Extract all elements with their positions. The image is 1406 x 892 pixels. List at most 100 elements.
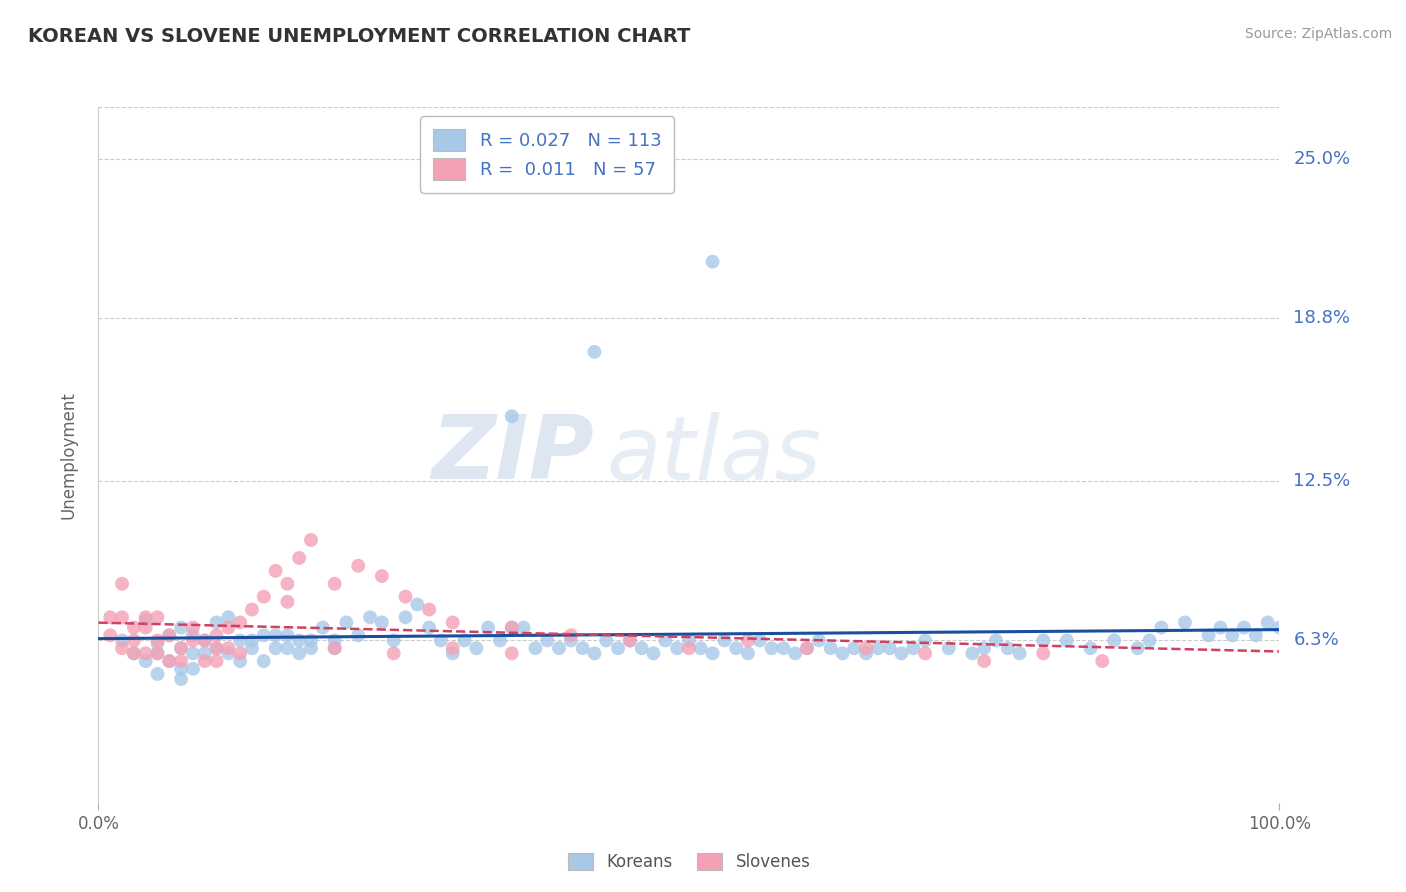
Point <box>111 633 134 648</box>
Point <box>229 615 252 630</box>
Point <box>135 621 157 635</box>
Point <box>501 409 523 424</box>
Point <box>135 610 157 624</box>
Point <box>347 558 370 573</box>
Text: 25.0%: 25.0% <box>1294 150 1351 168</box>
Point <box>1008 646 1031 660</box>
Point <box>678 641 700 656</box>
Point <box>382 646 405 660</box>
Legend: Koreans, Slovenes: Koreans, Slovenes <box>561 847 817 878</box>
Point <box>394 610 416 624</box>
Point <box>418 621 440 635</box>
Point <box>501 621 523 635</box>
Point <box>524 641 547 656</box>
Point <box>489 633 512 648</box>
Point <box>512 621 534 635</box>
Point <box>157 628 180 642</box>
Point <box>785 646 807 660</box>
Point <box>359 610 381 624</box>
Point <box>713 633 735 648</box>
Point <box>299 641 322 656</box>
Point <box>630 641 652 656</box>
Point <box>111 641 134 656</box>
Point <box>347 628 370 642</box>
Point <box>146 633 169 648</box>
Point <box>288 646 311 660</box>
Point <box>276 628 298 642</box>
Point <box>253 590 276 604</box>
Point <box>146 646 169 660</box>
Point <box>135 613 157 627</box>
Point <box>157 654 180 668</box>
Point <box>879 641 901 656</box>
Point <box>866 641 889 656</box>
Point <box>1268 621 1291 635</box>
Point <box>181 621 204 635</box>
Point <box>619 633 641 648</box>
Point <box>406 598 429 612</box>
Point <box>607 641 630 656</box>
Point <box>831 646 853 660</box>
Text: atlas: atlas <box>606 412 821 498</box>
Point <box>1032 646 1054 660</box>
Point <box>1233 621 1256 635</box>
Point <box>441 641 464 656</box>
Point <box>335 615 357 630</box>
Point <box>1126 641 1149 656</box>
Point <box>253 628 276 642</box>
Point <box>323 641 346 656</box>
Point <box>194 646 217 660</box>
Point <box>914 633 936 648</box>
Point <box>772 641 794 656</box>
Point <box>157 628 180 642</box>
Point <box>903 641 925 656</box>
Text: ZIP: ZIP <box>432 411 595 499</box>
Point <box>217 621 239 635</box>
Text: 18.8%: 18.8% <box>1294 310 1350 327</box>
Point <box>229 633 252 648</box>
Point <box>855 641 877 656</box>
Point <box>229 646 252 660</box>
Point <box>240 641 263 656</box>
Point <box>240 602 263 616</box>
Point <box>914 646 936 660</box>
Point <box>619 633 641 648</box>
Point <box>205 615 228 630</box>
Point <box>276 576 298 591</box>
Point <box>264 641 287 656</box>
Point <box>725 641 748 656</box>
Point <box>217 646 239 660</box>
Point <box>181 633 204 648</box>
Point <box>1056 633 1078 648</box>
Point <box>371 569 394 583</box>
Point <box>1198 628 1220 642</box>
Point <box>1174 615 1197 630</box>
Point <box>170 641 193 656</box>
Point <box>170 672 193 686</box>
Point <box>1032 633 1054 648</box>
Point <box>194 633 217 648</box>
Point <box>844 641 866 656</box>
Point <box>181 646 204 660</box>
Point <box>170 654 193 668</box>
Point <box>689 641 711 656</box>
Point <box>371 615 394 630</box>
Point <box>938 641 960 656</box>
Point <box>465 641 488 656</box>
Point <box>678 633 700 648</box>
Point <box>453 633 475 648</box>
Point <box>1220 628 1243 642</box>
Point <box>820 641 842 656</box>
Point <box>240 633 263 648</box>
Point <box>276 641 298 656</box>
Point <box>194 654 217 668</box>
Point <box>595 633 617 648</box>
Point <box>796 641 818 656</box>
Point <box>973 641 995 656</box>
Point <box>441 615 464 630</box>
Point <box>654 633 676 648</box>
Point <box>702 646 724 660</box>
Point <box>323 641 346 656</box>
Point <box>560 628 582 642</box>
Point <box>1080 641 1102 656</box>
